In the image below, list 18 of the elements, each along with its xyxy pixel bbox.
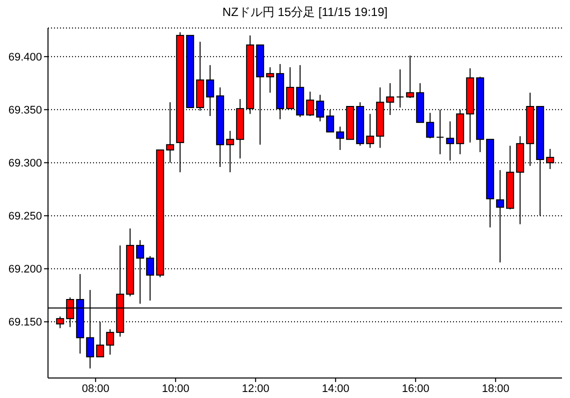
candlestick bbox=[106, 328, 114, 356]
x-tick-label: 14:00 bbox=[322, 382, 350, 395]
candlestick bbox=[266, 66, 274, 94]
candlestick bbox=[426, 112, 434, 139]
chart-title: NZドル円 15分足 [11/15 19:19] bbox=[221, 4, 389, 21]
y-tick-label: 69.400 bbox=[8, 52, 42, 64]
x-tick-label: 08:00 bbox=[82, 382, 110, 395]
candlestick bbox=[336, 126, 344, 150]
x-tick-label: 18:00 bbox=[482, 382, 510, 395]
y-tick-label: 69.250 bbox=[8, 210, 42, 223]
y-tick-label: 69.350 bbox=[8, 104, 42, 117]
x-tick-label: 10:00 bbox=[162, 382, 190, 395]
x-tick-label: 16:00 bbox=[402, 382, 430, 395]
y-tick-label: 69.200 bbox=[8, 264, 42, 276]
y-tick-label: 69.150 bbox=[8, 316, 42, 329]
x-tick-label: 12:00 bbox=[242, 382, 270, 395]
candlestick bbox=[366, 113, 374, 148]
y-tick-label: 69.300 bbox=[8, 158, 42, 170]
